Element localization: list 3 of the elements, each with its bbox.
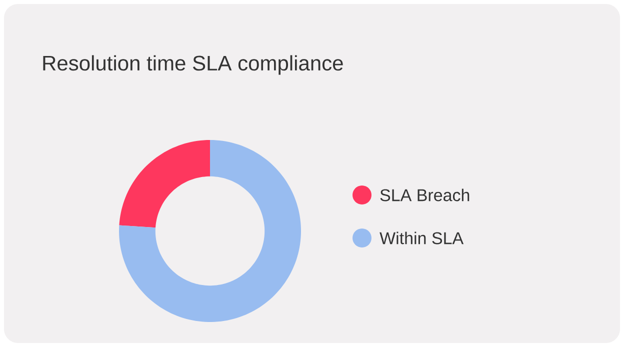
legend-label: SLA Breach	[380, 188, 470, 202]
legend-label: Within SLA	[380, 232, 464, 244]
chart-title: Resolution time SLA compliance	[43, 55, 343, 75]
